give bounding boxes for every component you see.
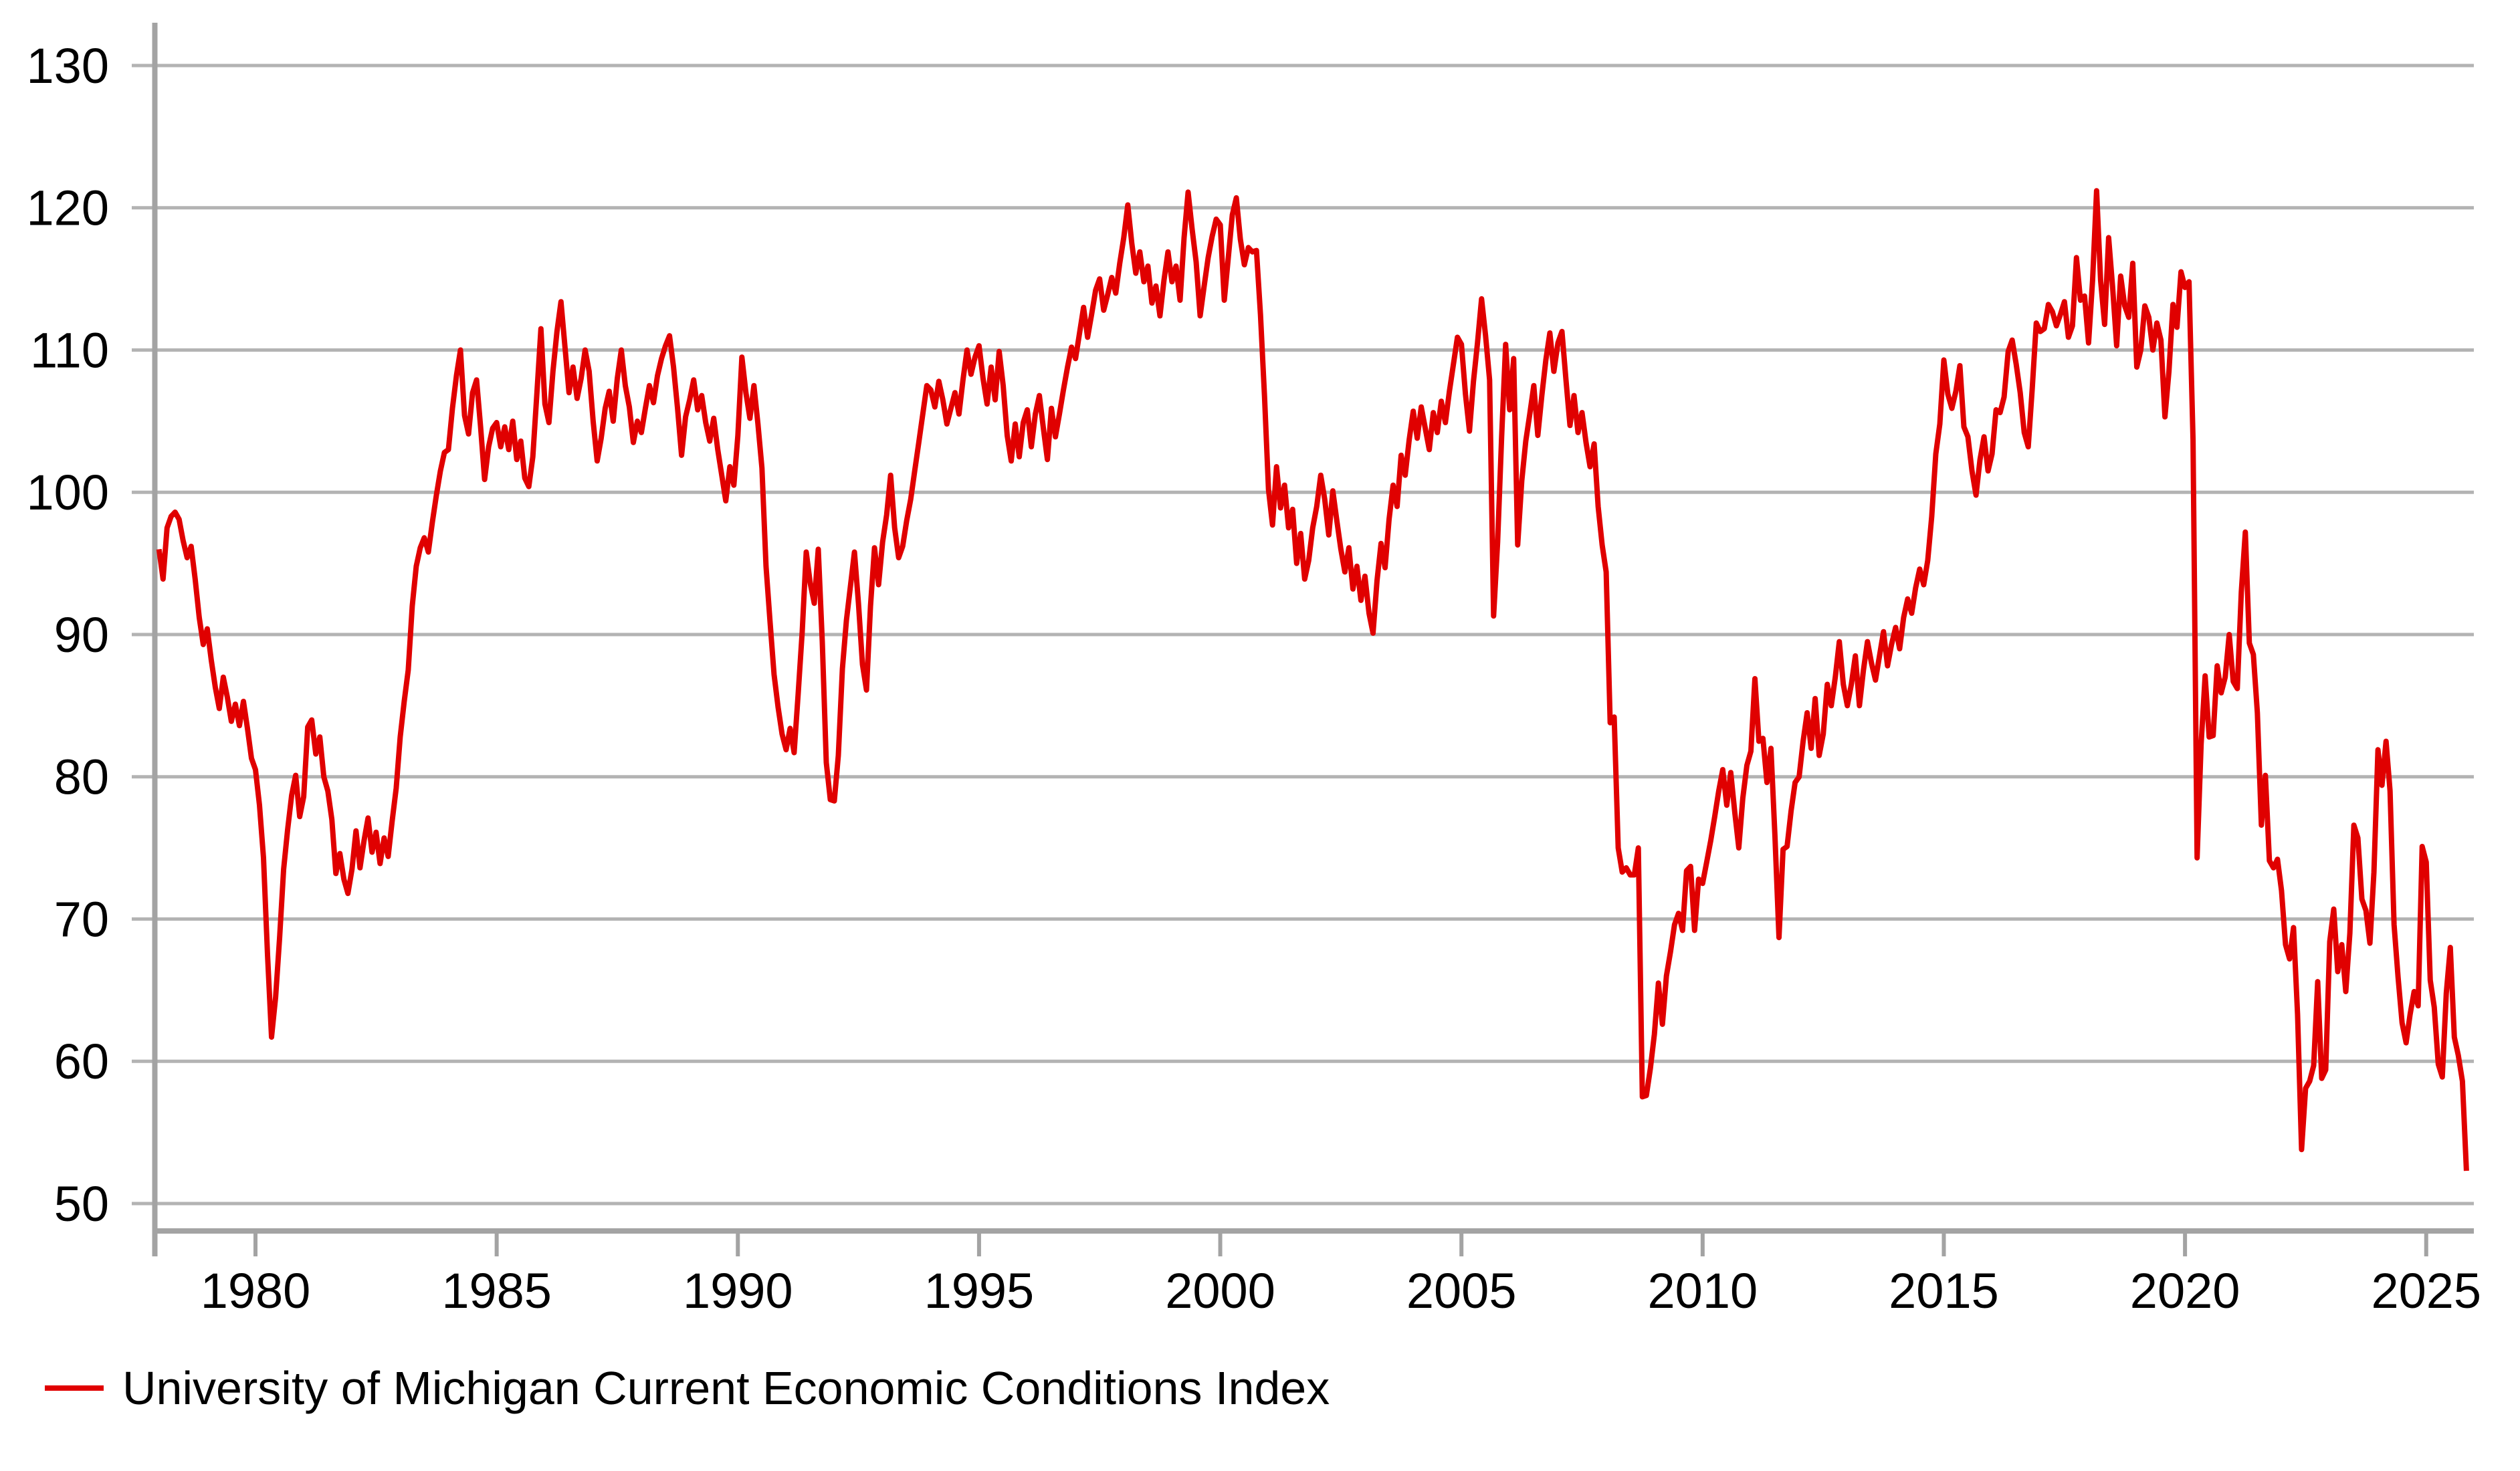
y-tick-label: 130 bbox=[27, 38, 109, 94]
y-tick-label: 90 bbox=[54, 607, 109, 663]
legend: University of Michigan Current Economic … bbox=[45, 1361, 1330, 1415]
x-tick-label: 2025 bbox=[2371, 1263, 2481, 1319]
x-tick-label: 2010 bbox=[1648, 1263, 1758, 1319]
y-tick-label: 80 bbox=[54, 750, 109, 805]
y-tick-label: 60 bbox=[54, 1034, 109, 1089]
y-tick-label: 110 bbox=[30, 322, 109, 378]
y-tick-label: 70 bbox=[54, 891, 109, 947]
y-tick-label: 120 bbox=[27, 181, 109, 236]
y-tick-label: 50 bbox=[54, 1176, 109, 1232]
x-tick-label: 1990 bbox=[683, 1263, 793, 1319]
x-tick-label: 2000 bbox=[1165, 1263, 1275, 1319]
x-tick-label: 1980 bbox=[201, 1263, 311, 1319]
x-tick-label: 2015 bbox=[1889, 1263, 1999, 1319]
series-line bbox=[156, 188, 2469, 1171]
x-tick-label: 1995 bbox=[924, 1263, 1035, 1319]
legend-line-swatch bbox=[45, 1385, 104, 1391]
x-tick-label: 1985 bbox=[441, 1263, 552, 1319]
x-tick-label: 2005 bbox=[1406, 1263, 1517, 1319]
y-tick-label: 100 bbox=[27, 465, 109, 520]
x-tick-label: 2020 bbox=[2130, 1263, 2240, 1319]
legend-label: University of Michigan Current Economic … bbox=[122, 1362, 1330, 1414]
